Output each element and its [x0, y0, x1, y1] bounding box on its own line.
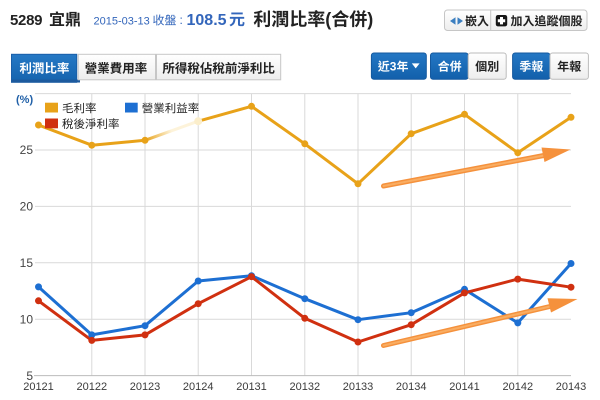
svg-text:20134: 20134	[396, 381, 427, 393]
svg-text:20123: 20123	[130, 381, 161, 393]
svg-text:20132: 20132	[290, 381, 321, 393]
svg-text:10: 10	[20, 312, 34, 326]
svg-text:15: 15	[20, 256, 34, 270]
svg-text:(: (	[325, 10, 331, 30]
svg-text:5: 5	[26, 369, 33, 383]
svg-text:): )	[367, 10, 373, 30]
svg-text:20121: 20121	[23, 381, 54, 393]
svg-text:108.5: 108.5	[187, 12, 227, 29]
svg-text:(%): (%)	[16, 94, 33, 106]
svg-text:20141: 20141	[449, 381, 480, 393]
svg-text:5289: 5289	[10, 12, 42, 29]
svg-text:25: 25	[20, 143, 34, 157]
svg-text:20122: 20122	[77, 381, 108, 393]
svg-text:20142: 20142	[503, 381, 534, 393]
svg-text:20124: 20124	[183, 381, 214, 393]
svg-text:2015-03-13: 2015-03-13	[94, 16, 150, 28]
svg-text:20: 20	[20, 200, 34, 214]
svg-text:3: 3	[390, 60, 397, 74]
svg-text:20133: 20133	[343, 381, 374, 393]
svg-text::: :	[180, 13, 183, 27]
svg-text:20143: 20143	[556, 381, 587, 393]
svg-text:20131: 20131	[236, 381, 267, 393]
